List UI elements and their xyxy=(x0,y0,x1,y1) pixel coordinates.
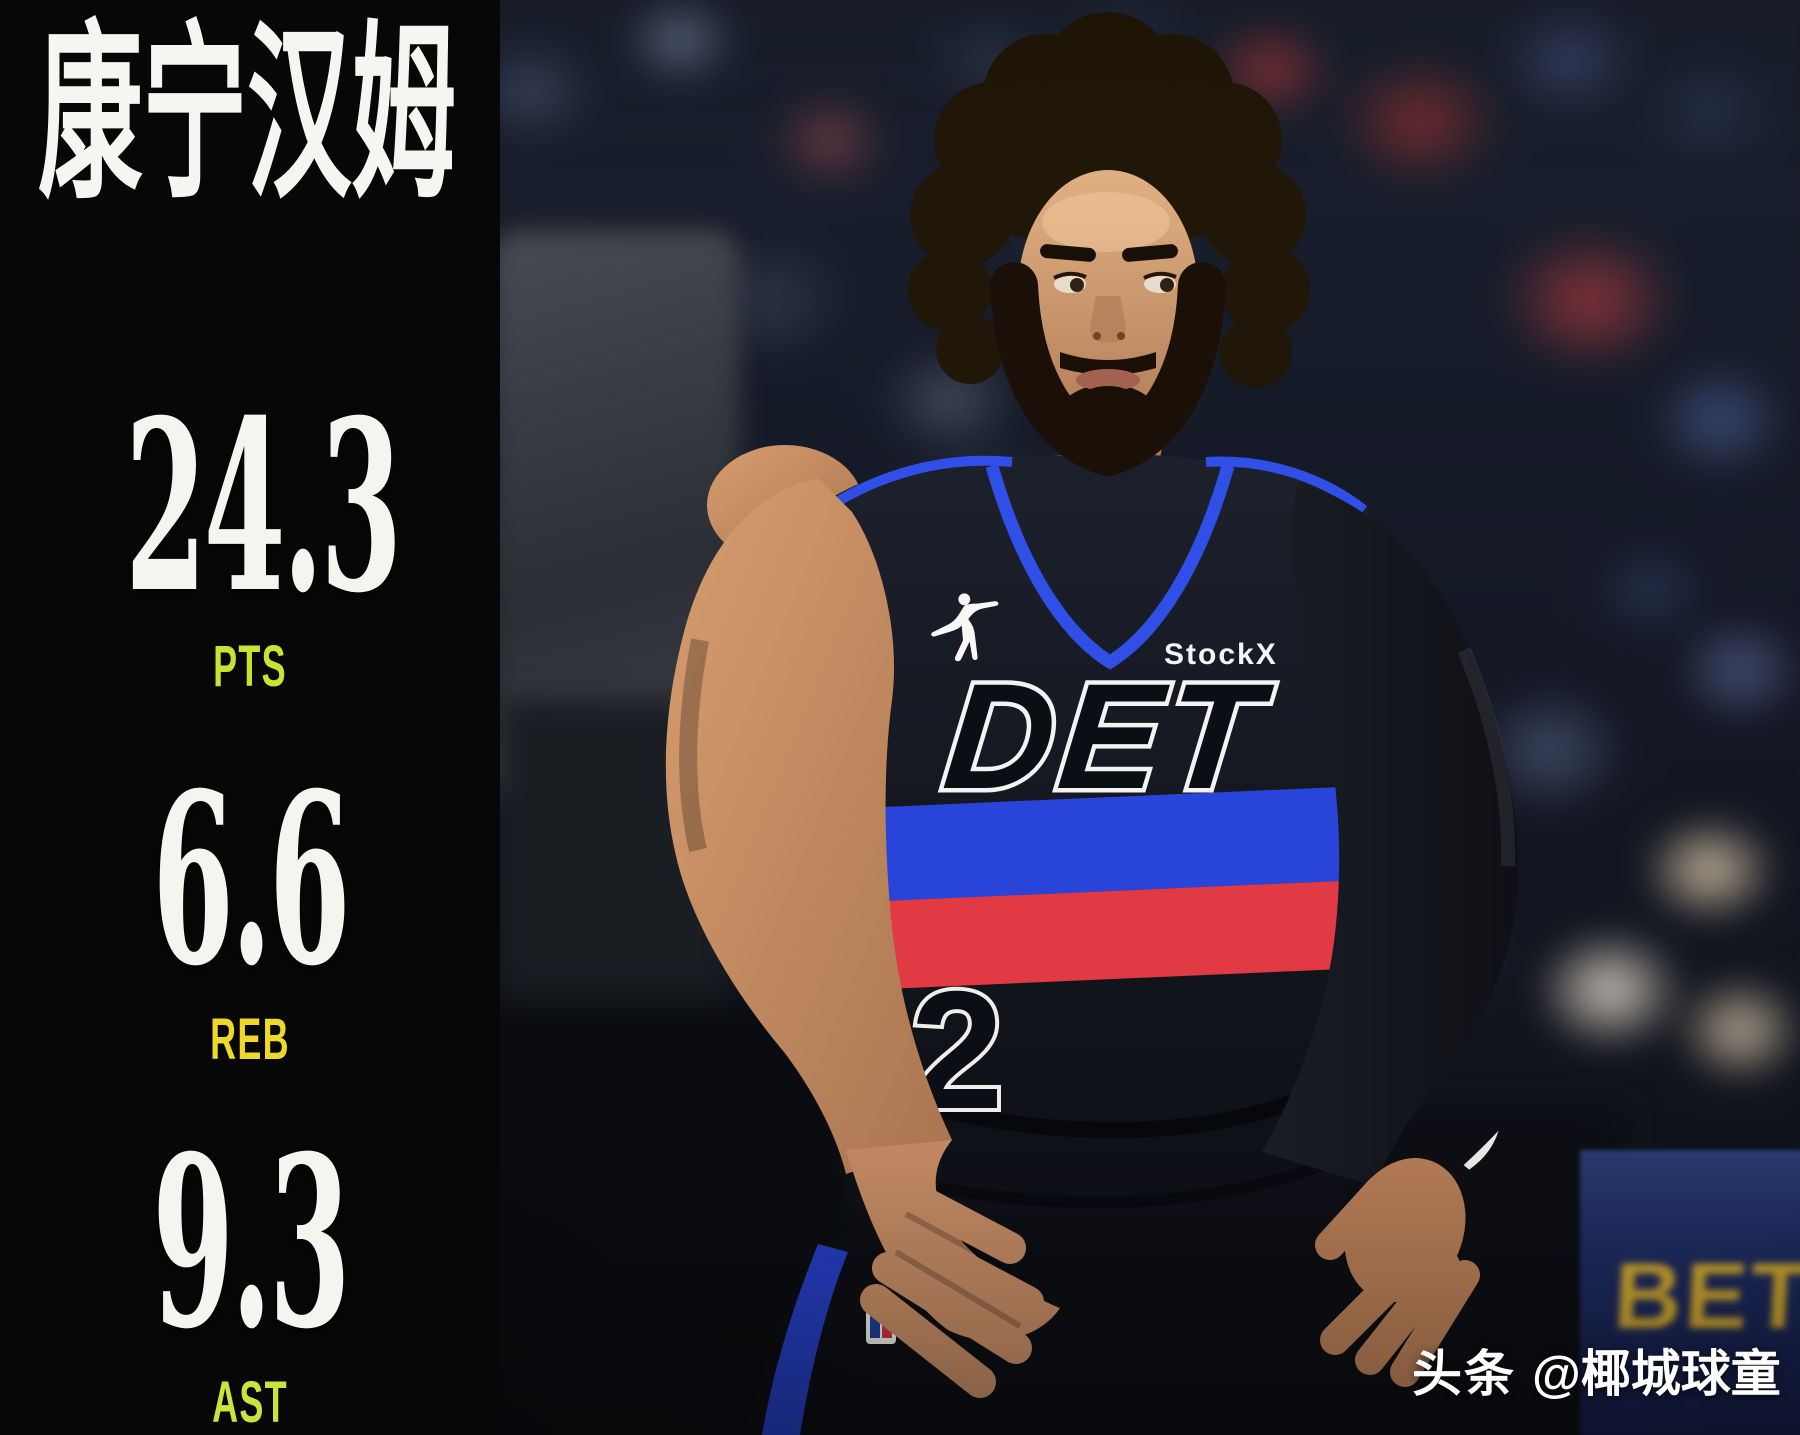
nose xyxy=(1090,296,1126,343)
below-lip-beard xyxy=(1082,386,1134,410)
left-eyebrow xyxy=(1040,244,1096,262)
sponsor-patch-text: StockX xyxy=(1164,638,1278,671)
stat-block-rebounds: 6.6 REB xyxy=(0,763,500,1073)
chin-beard xyxy=(1056,384,1160,456)
right-arm-sleeved xyxy=(1262,482,1518,1186)
chest-stripe-red xyxy=(815,878,1377,994)
player-photo: BET xyxy=(500,0,1800,1435)
stat-label: AST xyxy=(212,1370,288,1435)
player-figure: StockX DET 2 xyxy=(665,12,1518,1435)
stats-panel: 康宁汉姆 24.3 PTS 6.6 REB 9.3 AST xyxy=(0,0,500,1435)
stat-label: PTS xyxy=(213,634,287,699)
jersey-armhole-trim-left xyxy=(821,455,1013,515)
jumpman-logo-icon xyxy=(931,593,999,662)
stat-value: 9.3 xyxy=(152,1105,350,1381)
mustache xyxy=(1060,352,1156,375)
jersey-armhole-trim-right xyxy=(1205,456,1368,514)
left-arm xyxy=(665,478,952,1174)
player-name-title: 康宁汉姆 xyxy=(38,9,457,221)
jersey-wordmark-group: DET xyxy=(933,648,1283,825)
shorts-side-trim xyxy=(762,1244,848,1435)
head xyxy=(908,12,1310,477)
afro-hair xyxy=(908,12,1310,388)
eyes xyxy=(1053,271,1177,293)
right-eyebrow xyxy=(1122,244,1178,262)
nostril xyxy=(1093,332,1101,340)
jersey-wordmark: DET xyxy=(938,652,1279,820)
chest-stripe-blue xyxy=(815,784,1377,906)
watermark-platform: 头条 xyxy=(1412,1346,1516,1402)
stat-value: 6.6 xyxy=(152,742,350,1018)
jersey-neck-trim xyxy=(985,464,1235,670)
forehead-highlight xyxy=(1042,192,1170,252)
stat-label: REB xyxy=(210,1007,290,1072)
sleeve-highlight xyxy=(1457,647,1516,867)
lips xyxy=(1076,369,1140,391)
stat-value: 24.3 xyxy=(125,369,402,645)
stat-block-assists: 9.3 AST xyxy=(0,1126,500,1435)
left-arm-shading xyxy=(679,638,709,853)
watermark: 头条 @椰城球童 xyxy=(1412,1334,1781,1406)
left-hand xyxy=(846,1140,1060,1398)
stat-block-points: 24.3 PTS xyxy=(0,390,500,700)
nostril xyxy=(1117,332,1125,340)
watermark-handle: @椰城球童 xyxy=(1532,1346,1781,1402)
nike-swoosh-icon xyxy=(1463,1130,1499,1170)
right-hand xyxy=(1315,1158,1480,1387)
courtside-ad-board: BET xyxy=(1580,1150,1800,1435)
